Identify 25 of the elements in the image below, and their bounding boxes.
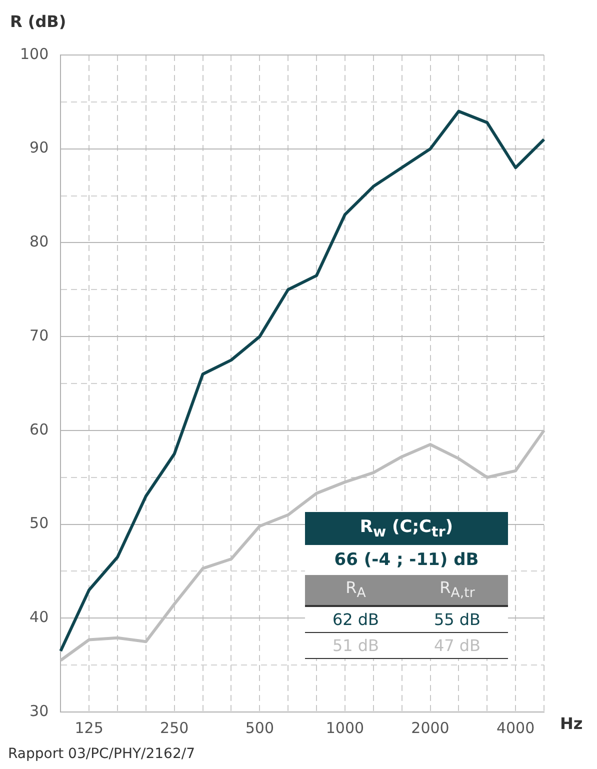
y-tick-label: 70 (30, 326, 49, 344)
y-tick-label: 30 (30, 702, 49, 720)
annotation: R$_{w}$ (C;C$_{tr}$) (305, 512, 508, 546)
x-tick-label: 250 (160, 718, 189, 737)
annotation: 62 dB (331, 608, 380, 631)
y-tick-label: 60 (30, 420, 49, 438)
y-tick-label: 90 (30, 138, 49, 157)
x-axis-title: Hz (560, 714, 583, 733)
annotation: 66 (-4 ; -11) dB (333, 549, 480, 572)
annotation: R$_{A,tr}$ (438, 577, 476, 604)
y-tick-label: 80 (30, 232, 49, 251)
x-tick-label: 4000 (496, 718, 535, 737)
y-tick-label: 40 (30, 608, 49, 626)
y-tick-label: 50 (30, 514, 49, 532)
annotation: 55 dB (432, 608, 482, 631)
annotation: R$_{A}$ (344, 577, 367, 604)
x-tick-label: 2000 (411, 718, 450, 737)
y-tick-label: 100 (20, 44, 49, 63)
annotation: 47 dB (432, 634, 482, 657)
x-tick-label: 125 (74, 718, 104, 737)
y-axis-title: R (dB) (10, 12, 66, 31)
text: Rapport 03/PC/PHY/2162/7 (8, 746, 195, 762)
x-tick-label: 500 (245, 718, 274, 737)
x-tick-label: 1000 (326, 718, 364, 737)
annotation: 51 dB (331, 634, 380, 657)
